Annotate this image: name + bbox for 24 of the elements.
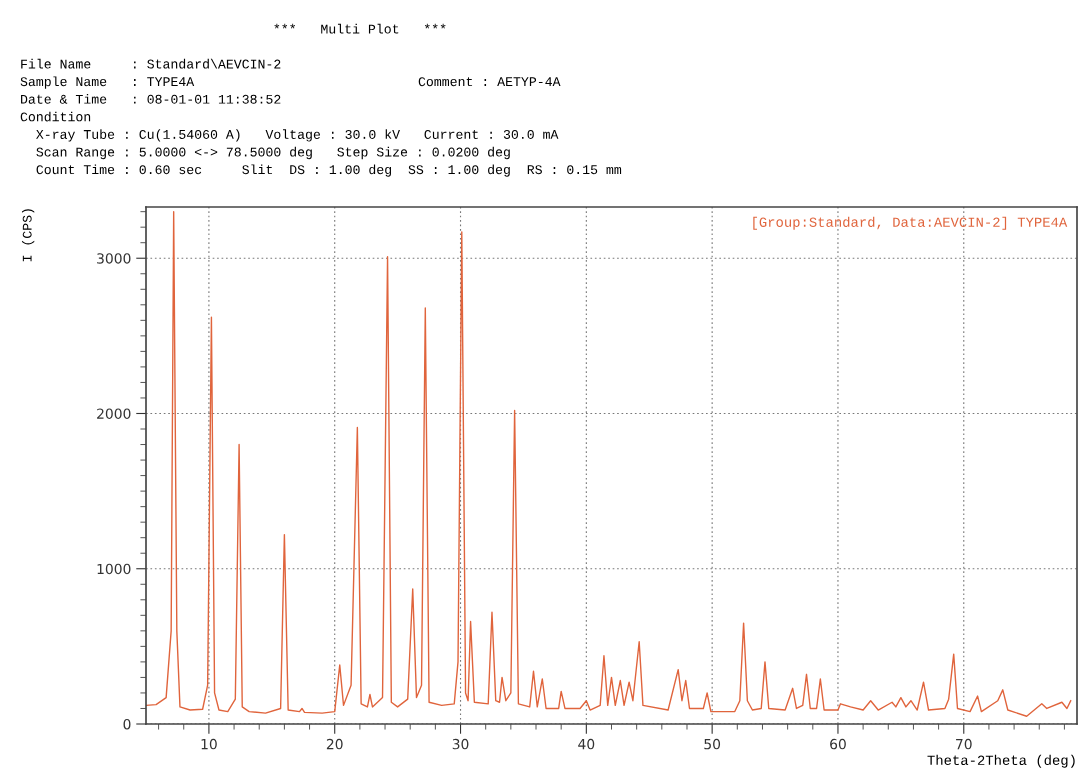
text: Sample Name : TYPE4A [20, 76, 195, 89]
text: Date & Time : 08-01-01 11:38:52 [21, 94, 281, 104]
text: Comment : AETYP-4A [418, 77, 561, 87]
y-tick-label: 1000 [97, 563, 131, 575]
y-tick-label: 3000 [97, 253, 131, 264]
x-tick-label: 50 [704, 738, 721, 750]
text: Count Time : 0.60 sec Slit DS : 1.00 deg SS : 1.00 deg RS : 0.15 mm [36, 164, 622, 177]
x-axis-title: Theta-2Theta (deg) [927, 754, 1075, 768]
x-tick-label: 60 [830, 738, 846, 750]
y-tick-label: 0 [123, 718, 131, 730]
text: [Group:Standard, Data:AEVCIN-2] TYPE4A [753, 216, 1068, 230]
y-axis-title: I (CPS) [21, 209, 35, 262]
x-tick-label: 30 [452, 738, 469, 750]
x-tick-label: 10 [201, 738, 217, 750]
text: File Name : Standard\AEVCIN-2 [21, 58, 281, 69]
text: X-ray Tube : Cu(1.54060 A) Voltage : 30.0 kV Current : 30.0 mA [36, 129, 559, 142]
line-series [146, 210, 1072, 717]
chart-title: *** Multi Plot *** [274, 23, 446, 34]
text: Scan Range : 5.0000 <-> 78.5000 deg Step Size : 0.0200 deg [36, 146, 510, 160]
x-tick-label: 40 [578, 738, 595, 750]
x-tick-label: 20 [326, 738, 343, 750]
text: Condition [20, 111, 91, 122]
x-tick-label: 70 [956, 738, 972, 750]
y-tick-label: 2000 [97, 408, 131, 419]
